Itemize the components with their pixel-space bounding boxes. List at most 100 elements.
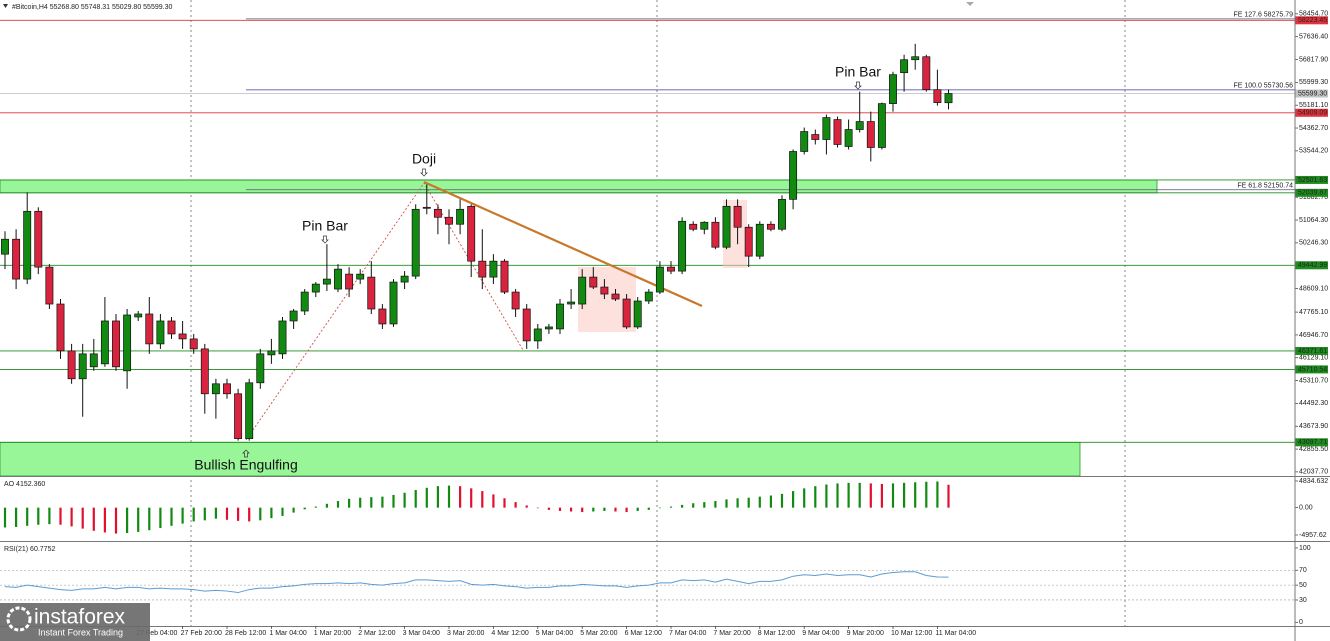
trend-line <box>423 180 703 308</box>
logo-name: instaforex <box>34 606 126 629</box>
candle-body <box>322 278 331 285</box>
ao-bar <box>792 491 795 508</box>
candle-body <box>311 283 320 293</box>
level-label: 55599.30 <box>1298 90 1327 97</box>
candle-body <box>112 320 120 368</box>
candle-body <box>800 131 809 152</box>
ao-bar <box>714 501 717 508</box>
ao-bar <box>725 499 728 508</box>
candle-body <box>67 350 76 380</box>
candle-body <box>123 314 132 372</box>
candle-body <box>56 303 65 352</box>
candle-body <box>700 221 709 230</box>
fib-label: FE 127.6 58275.79 <box>1233 12 1293 19</box>
candle-body <box>789 151 798 200</box>
candle-body <box>611 293 620 300</box>
support-zone <box>0 179 1158 194</box>
ao-bar <box>470 488 473 508</box>
ao-bar <box>592 507 595 512</box>
ao-bar <box>259 507 262 521</box>
ao-bar <box>858 482 861 508</box>
candle-body <box>89 353 98 368</box>
ao-bar <box>947 484 950 508</box>
ao-bar <box>15 507 18 527</box>
annotation-arrow <box>420 168 428 177</box>
ao-bar <box>459 486 462 508</box>
level-box <box>1295 365 1328 374</box>
candle-body <box>578 276 587 305</box>
level-label: 54909.09 <box>1298 110 1327 117</box>
level-box <box>1295 188 1328 197</box>
candle-body <box>367 276 376 310</box>
x-tick-label: 6 Mar 12:00 <box>625 630 662 637</box>
candle-body <box>478 260 487 278</box>
shift-marker <box>966 2 974 6</box>
candle-body <box>522 308 531 342</box>
x-tick-label: 9 Mar 20:00 <box>847 630 884 637</box>
ao-bar <box>392 494 395 508</box>
y-tick-label: 42037.70 <box>1299 469 1328 476</box>
annotation: Doji <box>412 151 436 167</box>
candle-body <box>933 89 942 103</box>
candle-body <box>267 350 276 356</box>
candle-body <box>223 383 231 395</box>
ao-bar <box>825 484 828 508</box>
x-tick-label: 3 Mar 20:00 <box>447 630 484 637</box>
candle-body <box>589 276 598 288</box>
ao-bar <box>314 506 317 508</box>
ao-bar <box>348 498 351 508</box>
level-label: 58223.45 <box>1298 17 1327 24</box>
candle-body <box>334 268 342 290</box>
ao-bar <box>736 498 739 508</box>
ao-bar <box>381 496 384 508</box>
ao-bar <box>536 507 539 509</box>
ao-bar <box>303 507 306 510</box>
level-label: 45710.54 <box>1298 366 1327 373</box>
header-icon <box>3 4 8 8</box>
ao-bar <box>692 503 695 508</box>
candle-body <box>500 260 509 293</box>
y-tick-label: 46946.70 <box>1299 332 1328 339</box>
ao-bar <box>92 507 95 531</box>
y-tick-label: 44492.30 <box>1299 400 1328 407</box>
candle-body <box>422 206 431 209</box>
candle-body <box>567 301 576 305</box>
ao-bar <box>48 507 51 525</box>
y-tick-label: 54362.70 <box>1299 125 1328 132</box>
ao-bar <box>137 507 140 532</box>
ao-bar <box>359 497 362 508</box>
y-tick-label: 70 <box>1299 567 1307 574</box>
y-tick-label: 4834.632 <box>1299 478 1328 485</box>
ao-bar <box>370 497 373 508</box>
ao-bar <box>636 507 639 511</box>
ao-bar <box>325 503 328 508</box>
candle-body <box>200 348 209 395</box>
y-tick-label: 43673.90 <box>1299 423 1328 430</box>
x-tick-label: 7 Mar 04:00 <box>669 630 706 637</box>
ao-bar <box>747 497 750 508</box>
candle-body <box>644 291 653 302</box>
level-box <box>1295 346 1328 355</box>
y-tick-label: 30 <box>1299 597 1307 604</box>
annotation: Pin Bar <box>835 64 881 80</box>
candle-body <box>689 223 698 230</box>
ao-bar <box>447 485 451 508</box>
ao-bar <box>658 507 661 509</box>
level-label: 46371.61 <box>1298 348 1327 355</box>
ao-bar <box>625 507 628 513</box>
logo-icon <box>6 606 32 632</box>
candle-body <box>23 210 32 280</box>
y-tick-label: 48609.10 <box>1299 285 1328 292</box>
y-tick-label: 51064.30 <box>1299 217 1328 224</box>
annotation: Pin Bar <box>302 218 348 234</box>
x-tick-label: 8 Mar 12:00 <box>758 630 795 637</box>
candle-body <box>733 205 742 228</box>
candle-body <box>467 205 476 262</box>
candle-body <box>533 328 542 342</box>
ao-bar <box>414 490 417 508</box>
y-tick-label: -4957.62 <box>1299 532 1327 539</box>
x-tick-label: 11 Mar 04:00 <box>935 630 976 637</box>
ao-bar <box>126 507 129 534</box>
ao-bar <box>880 483 883 508</box>
